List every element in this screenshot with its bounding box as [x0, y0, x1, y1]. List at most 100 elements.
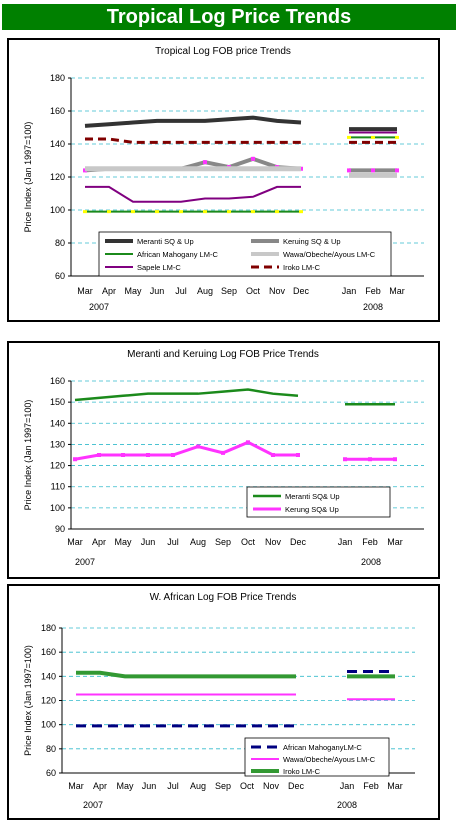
series-line-meranti-sq-up: [84, 115, 302, 128]
year-label: 2008: [363, 302, 383, 312]
y-tick-label: 60: [46, 768, 56, 778]
x-tick-label: Mar: [77, 286, 93, 296]
y-tick-label: 160: [50, 106, 65, 116]
x-tick-label: Oct: [241, 537, 256, 547]
legend-label-iroko-lm-c: Iroko LM-C: [283, 263, 321, 272]
x-tick-label: Dec: [290, 537, 307, 547]
chart-title: Meranti and Keruing Log FOB Price Trends: [127, 349, 319, 360]
series-point-african-mahogany-lm-c: [179, 210, 183, 214]
series-point-keruing-sq-up: [371, 168, 375, 173]
x-tick-label: Jul: [175, 286, 187, 296]
series-point-kerung-sq-up: [368, 457, 372, 462]
series-point-keruing-sq-up: [251, 156, 255, 161]
x-tick-label: Dec: [293, 286, 310, 296]
west-african-chart: W. African Log FOB Price Trends 60 80 100 12…: [23, 592, 415, 810]
chart-title: W. African Log FOB Price Trends: [150, 592, 297, 603]
series-line-meranti-sq-up: [74, 388, 299, 402]
y-tick-label: 180: [41, 623, 56, 633]
x-tick-label: Sep: [221, 286, 237, 296]
x-tick-label: Apr: [102, 286, 116, 296]
series-point-african-mahogany-lm-c: [227, 210, 231, 214]
series-line-iroko-lm-c: [76, 670, 296, 679]
legend-label-meranti-sq-up: Meranti SQ & Up: [137, 237, 194, 246]
legend-box: [98, 231, 392, 277]
series-line-sapele-lm-c: [85, 185, 301, 203]
x-tick-label: Aug: [190, 781, 206, 791]
series-point-african-mahogany-lm-c: [155, 210, 159, 214]
y-tick-label: 130: [50, 439, 65, 449]
x-tick-label: Mar: [389, 286, 405, 296]
x-tick-label: Oct: [246, 286, 261, 296]
y-tick-label: 140: [50, 418, 65, 428]
meranti-keruing-chart: Meranti and Keruing Log FOB Price Trends…: [23, 349, 424, 567]
year-label: 2008: [337, 800, 357, 810]
y-tick-label: 160: [41, 647, 56, 657]
legend-label-meranti-sq-up: Meranti SQ& Up: [285, 492, 340, 501]
x-tick-label: Mar: [387, 537, 403, 547]
legend-label-kerung-sq-up: Kerung SQ& Up: [285, 505, 339, 514]
series-point-keruing-sq-up: [347, 168, 351, 173]
tropical-log-chart: Tropical Log FOB price Trends 60 80 100 120 1…: [23, 46, 424, 312]
series-point-african-mahogany-lm-c: [251, 210, 255, 214]
y-tick-label: 120: [50, 172, 65, 182]
legend-label-iroko-lm-c: Iroko LM-C: [283, 767, 321, 776]
page-banner-title: Tropical Log Price Trends: [2, 4, 456, 30]
chart-panel-meranti-keruing: Meranti and Keruing Log FOB Price Trends…: [7, 341, 440, 579]
series-point-kerung-sq-up: [393, 457, 397, 462]
x-tick-label: Nov: [269, 286, 286, 296]
x-tick-label: Apr: [92, 537, 106, 547]
x-tick-label: May: [116, 781, 134, 791]
series-point-african-mahogany-lm-c: [395, 135, 399, 139]
y-tick-label: 100: [50, 205, 65, 215]
y-tick-label: 100: [50, 503, 65, 513]
x-tick-label: Aug: [190, 537, 206, 547]
chart-title: Tropical Log FOB price Trends: [155, 46, 291, 57]
y-axis-label: Price Index (Jan 1997=100): [23, 400, 33, 511]
y-tick-label: 110: [51, 482, 65, 492]
series-point-kerung-sq-up: [97, 453, 101, 457]
series-point-african-mahogany-lm-c: [275, 210, 279, 214]
series-point-kerung-sq-up: [271, 453, 275, 457]
x-tick-label: Nov: [263, 781, 280, 791]
series-point-african-mahogany-lm-c: [107, 210, 111, 214]
x-tick-label: Jun: [150, 286, 165, 296]
series-point-kerung-sq-up: [121, 453, 125, 457]
x-tick-label: Sep: [215, 537, 231, 547]
legend-label-african-mahoganylm-c: African MahoganyLM-C: [283, 743, 362, 752]
y-tick-label: 160: [50, 376, 65, 386]
series-point-african-mahogany-lm-c: [203, 210, 207, 214]
y-tick-label: 60: [55, 271, 65, 281]
x-tick-label: Nov: [265, 537, 282, 547]
legend-label-african-mahogany-lm-c: African Mahogany LM-C: [137, 250, 218, 259]
year-label: 2007: [83, 800, 103, 810]
series-point-kerung-sq-up: [221, 450, 225, 455]
x-tick-label: Apr: [93, 781, 107, 791]
x-tick-label: Jul: [167, 537, 179, 547]
series-point-kerung-sq-up: [146, 453, 150, 457]
x-tick-label: Jan: [342, 286, 357, 296]
x-tick-label: Jan: [340, 781, 355, 791]
y-tick-label: 140: [41, 671, 56, 681]
series-point-african-mahogany-lm-c: [299, 210, 303, 214]
series-point-african-mahogany-lm-c: [347, 135, 351, 139]
y-tick-label: 120: [50, 461, 65, 471]
year-label: 2008: [361, 557, 381, 567]
x-tick-label: Jun: [141, 537, 156, 547]
x-tick-label: May: [114, 537, 132, 547]
x-tick-label: Mar: [387, 781, 403, 791]
series-point-african-mahogany-lm-c: [83, 210, 87, 214]
series-line-iroko-lm-c: [85, 137, 301, 144]
y-tick-label: 180: [50, 73, 65, 83]
x-tick-label: Sep: [215, 781, 231, 791]
chart-panel-west-african: W. African Log FOB Price Trends 60 80 100 12…: [7, 584, 440, 820]
series-point-kerung-sq-up: [246, 440, 250, 445]
series-point-kerung-sq-up: [73, 457, 77, 462]
series-point-keruing-sq-up: [203, 160, 207, 165]
legend-label-wawa-obeche-ayous-lm-c: Wawa/Obeche/Ayous LM-C: [283, 755, 376, 764]
y-tick-label: 80: [55, 238, 65, 248]
x-tick-label: May: [124, 286, 142, 296]
chart-panel-tropical-log: Tropical Log FOB price Trends 60 80 100 120 1…: [7, 38, 440, 322]
x-tick-label: Mar: [67, 537, 83, 547]
series-point-african-mahogany-lm-c: [371, 135, 375, 139]
y-tick-label: 90: [55, 524, 65, 534]
